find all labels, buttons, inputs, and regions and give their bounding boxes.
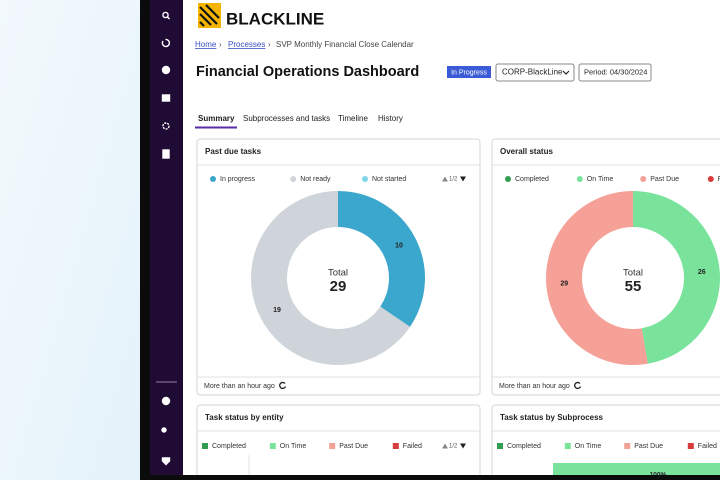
breadcrumb-link[interactable]: Processes	[228, 40, 265, 49]
panel-title: Task status by Subprocess	[500, 413, 604, 422]
legend-swatch	[640, 176, 647, 182]
status-badge	[447, 66, 491, 78]
donut-slice	[251, 191, 411, 366]
panel	[196, 138, 481, 396]
slice-label: 10	[395, 243, 403, 250]
legend-label: Failed	[698, 443, 717, 450]
legend-swatch	[329, 443, 336, 449]
donut-slice	[633, 191, 720, 364]
legend-label: In progress	[220, 176, 256, 183]
slice-label: 19	[273, 307, 281, 314]
entity-text: CORP-BlackLine	[502, 68, 563, 77]
legend-swatch	[505, 176, 511, 182]
search-icon[interactable]	[162, 11, 169, 19]
legend-label: On Time	[575, 443, 602, 450]
breadcrumb-separator: ›	[268, 40, 271, 49]
legend-label: Completed	[507, 443, 541, 450]
tab[interactable]: History	[378, 114, 403, 123]
legend-swatch	[687, 443, 694, 449]
legend-label: On Time	[587, 176, 614, 183]
breadcrumb-separator: ›	[219, 40, 222, 49]
total-value: 55	[625, 278, 642, 295]
legend-label: Completed	[212, 443, 246, 450]
breadcrumb-current: SVP Monthly Financial Close Calendar	[276, 40, 414, 49]
total-label: Total	[623, 268, 643, 279]
legend-swatch	[392, 443, 399, 449]
legend-label: Completed	[515, 176, 549, 183]
legend-label: Past Due	[339, 443, 368, 450]
bar	[553, 463, 720, 477]
legend-swatch	[576, 176, 583, 182]
bezel	[140, 0, 150, 480]
total-value: 29	[330, 278, 347, 295]
legend-label: Not started	[372, 176, 406, 183]
dropdown-caret	[562, 70, 570, 75]
total-label: Total	[328, 268, 348, 279]
logo-stripes	[199, 4, 220, 27]
legend-label: Not ready	[300, 176, 331, 183]
users-icon[interactable]	[161, 427, 167, 433]
panel	[196, 404, 481, 485]
period-box[interactable]	[578, 63, 652, 82]
tab[interactable]: Subprocesses and tasks	[243, 114, 330, 123]
legend-swatch	[269, 443, 276, 449]
page-title: Financial Operations Dashboard	[196, 64, 419, 80]
period-text: Period: 04/30/2024	[584, 67, 647, 76]
slice-label: 29	[560, 281, 568, 288]
brand: BLACKLINE	[226, 9, 324, 28]
donut-slice	[338, 191, 425, 327]
shield-icon[interactable]	[161, 457, 171, 466]
legend-swatch	[202, 443, 208, 449]
entity-dropdown[interactable]	[495, 63, 575, 82]
legend-label: Failed	[403, 443, 422, 450]
legend-label: Past Due	[650, 176, 679, 183]
legend-swatch	[497, 443, 503, 449]
updated-text: More than an hour ago	[204, 383, 275, 390]
sidebar-icons	[156, 11, 177, 466]
pager-text: 1/2	[449, 177, 458, 183]
legend-swatch	[290, 176, 297, 182]
box-icon[interactable]	[161, 94, 171, 102]
legend-label: Past Due	[634, 443, 663, 450]
tab-active[interactable]: Summary	[198, 114, 235, 123]
search-icon-handle	[167, 16, 170, 20]
logo	[198, 3, 221, 28]
pager-up[interactable]	[442, 443, 448, 449]
legend-label: Failed	[718, 176, 720, 183]
panel-title: Task status by entity	[205, 413, 284, 422]
pager-down[interactable]	[460, 176, 466, 182]
legend-swatch	[624, 443, 631, 449]
donut-slice	[545, 191, 648, 365]
pager-text: 1/2	[449, 444, 458, 450]
pager-up[interactable]	[442, 176, 448, 182]
panel-title: Past due tasks	[205, 147, 262, 156]
refresh-icon[interactable]	[279, 381, 287, 390]
refresh-icon[interactable]	[574, 381, 582, 390]
help-icon[interactable]	[161, 396, 171, 406]
legend-swatch	[210, 176, 216, 182]
legend-swatch	[564, 443, 571, 449]
tab[interactable]: Timeline	[338, 114, 368, 123]
legend-swatch	[362, 176, 368, 182]
doc-icon[interactable]	[162, 149, 170, 159]
status-text: In Progress	[451, 69, 487, 76]
compass-icon[interactable]	[161, 65, 171, 75]
history-icon[interactable]	[161, 38, 171, 48]
slice-label: 26	[698, 269, 706, 276]
pager-down[interactable]	[460, 443, 466, 449]
bezel-bottom	[140, 475, 720, 480]
legend-label: On Time	[280, 443, 307, 450]
breadcrumb-link[interactable]: Home	[195, 40, 217, 49]
settings-icon[interactable]	[162, 122, 170, 130]
legend-swatch	[707, 176, 714, 182]
updated-text: More than an hour ago	[499, 383, 570, 390]
panels: Past due tasks In progress Not ready Not st…	[196, 138, 720, 485]
panel-title: Overall status	[500, 147, 553, 156]
backdrop	[0, 0, 140, 480]
